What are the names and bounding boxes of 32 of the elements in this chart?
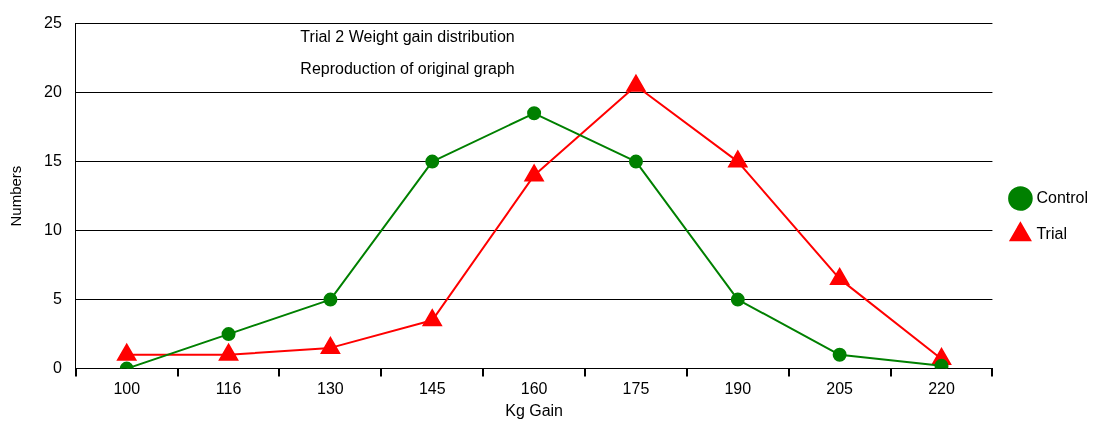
legend-label: Trial bbox=[1036, 224, 1067, 242]
point bbox=[422, 309, 442, 327]
x-tick-label: 220 bbox=[928, 379, 955, 397]
legend-label: Control bbox=[1036, 188, 1088, 206]
y-tick-label: 5 bbox=[52, 290, 62, 308]
x-tick-label: 100 bbox=[113, 379, 141, 397]
y-axis-title: Numbers bbox=[7, 165, 25, 227]
chart-title: Trial 2 Weight gain distribution bbox=[300, 28, 515, 46]
point bbox=[524, 164, 544, 182]
point bbox=[628, 154, 643, 169]
point bbox=[218, 343, 239, 361]
x-tick-label: 205 bbox=[826, 379, 854, 397]
y-tick-label: 0 bbox=[52, 359, 62, 377]
point bbox=[829, 267, 850, 285]
y-tick-label: 25 bbox=[44, 14, 62, 32]
point bbox=[730, 292, 745, 307]
text: Reproduction of original graph bbox=[300, 60, 515, 78]
x-tick-label: 175 bbox=[622, 379, 650, 397]
point bbox=[527, 106, 542, 121]
y-tick-label: 15 bbox=[44, 152, 62, 170]
y-tick-label: 10 bbox=[44, 221, 62, 239]
x-tick-label: 116 bbox=[215, 379, 242, 397]
point bbox=[323, 292, 338, 307]
x-tick-label: 145 bbox=[418, 379, 446, 397]
point bbox=[320, 336, 341, 354]
x-tick-label: 130 bbox=[317, 379, 344, 397]
x-tick-label: 160 bbox=[520, 379, 548, 397]
y-tick-label: 20 bbox=[44, 83, 62, 101]
point bbox=[117, 343, 137, 361]
x-tick-label: 190 bbox=[724, 379, 752, 397]
x-axis-title: Kg Gain bbox=[505, 401, 564, 419]
point bbox=[425, 154, 440, 169]
